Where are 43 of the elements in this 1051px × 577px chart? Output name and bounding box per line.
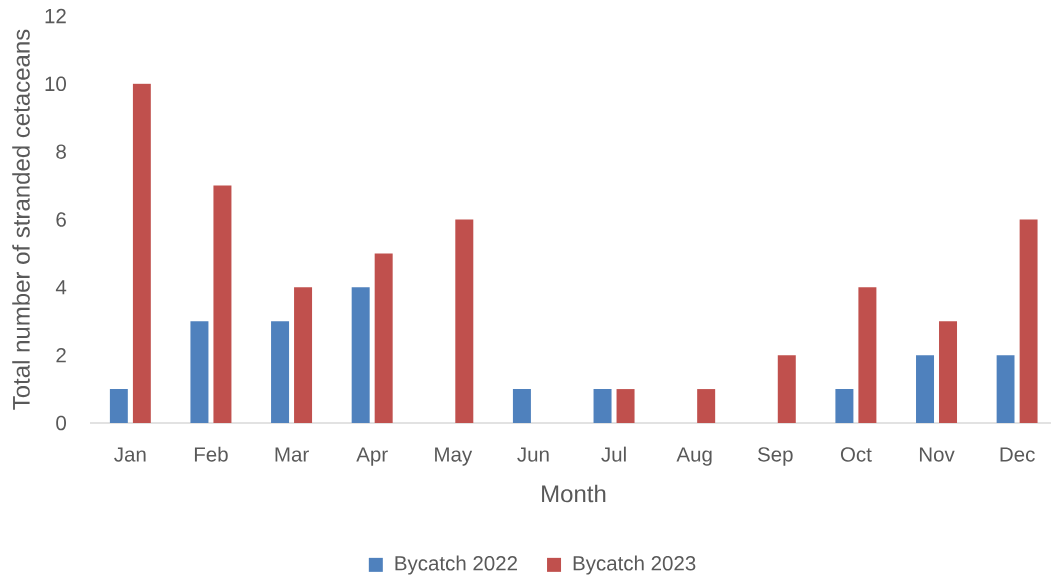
bar bbox=[697, 389, 716, 423]
y-tick-label: 10 bbox=[45, 76, 67, 92]
bar bbox=[351, 287, 370, 423]
bar bbox=[616, 389, 635, 423]
x-tick-label: May bbox=[435, 447, 473, 466]
y-tick-label: 4 bbox=[55, 280, 67, 295]
x-tick-label: Mar bbox=[275, 447, 309, 462]
y-tick-label: 2 bbox=[56, 347, 66, 363]
bar bbox=[996, 355, 1015, 423]
x-tick-label: Jun bbox=[517, 447, 549, 462]
legend-label: Bycatch 2023 bbox=[573, 555, 696, 575]
x-tick-label: Feb bbox=[194, 446, 228, 462]
bar bbox=[190, 321, 209, 423]
y-axis-title: Total number of stranded cetaceans bbox=[12, 29, 30, 410]
y-tick-label: 6 bbox=[56, 212, 66, 227]
bar bbox=[777, 355, 796, 423]
y-tick-label: 8 bbox=[56, 144, 66, 159]
bar bbox=[835, 389, 854, 423]
legend-label: Bycatch 2022 bbox=[395, 555, 517, 575]
bar bbox=[512, 389, 531, 423]
bar bbox=[294, 287, 313, 423]
bar bbox=[858, 287, 877, 423]
bar bbox=[132, 83, 151, 423]
x-tick-label: Oct bbox=[840, 447, 872, 462]
y-tick-label: 0 bbox=[56, 415, 67, 431]
x-tick-label: Nov bbox=[919, 447, 955, 462]
bar bbox=[939, 321, 958, 423]
x-tick-label: Jan bbox=[114, 447, 146, 462]
y-tick-label: 12 bbox=[45, 8, 66, 24]
bar bbox=[374, 253, 393, 423]
x-axis-title: Month bbox=[542, 484, 606, 503]
bar bbox=[455, 219, 474, 423]
bar bbox=[916, 355, 935, 423]
bar bbox=[271, 321, 290, 423]
x-tick-label: Aug bbox=[676, 447, 712, 466]
x-tick-label: Jul bbox=[601, 446, 626, 462]
bar bbox=[593, 389, 612, 423]
bar bbox=[213, 185, 232, 423]
bar bbox=[1019, 219, 1038, 423]
bar bbox=[109, 389, 128, 423]
x-tick-label: Sep bbox=[757, 447, 793, 466]
x-tick-label: Dec bbox=[1000, 447, 1035, 462]
x-tick-label: Apr bbox=[356, 447, 388, 466]
